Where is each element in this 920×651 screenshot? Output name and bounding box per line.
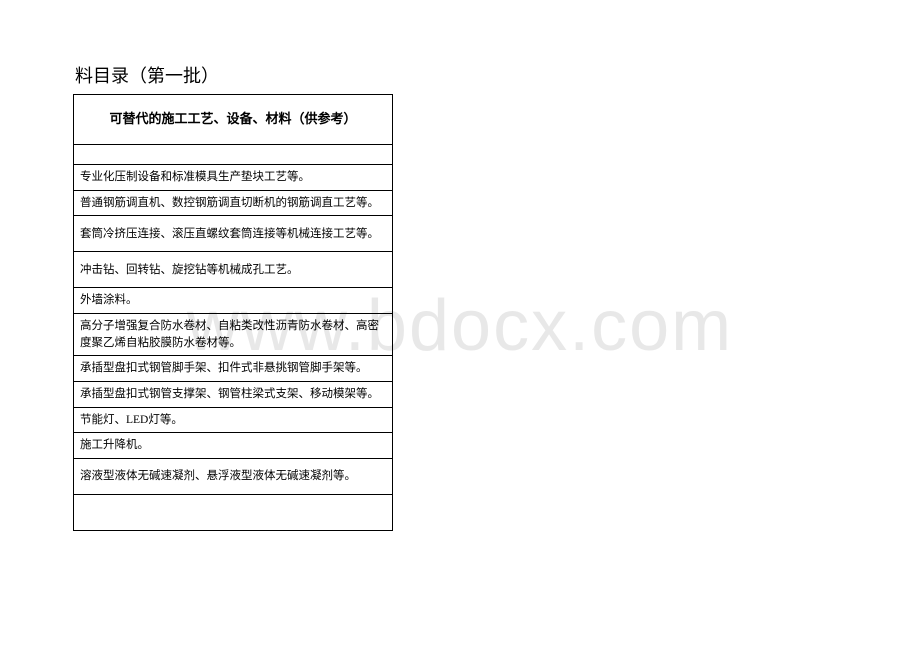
table-row — [74, 495, 393, 531]
table-row: 承插型盘扣式钢管支撑架、钢管柱梁式支架、移动模架等。 — [74, 382, 393, 408]
document-title: 料目录（第一批） — [75, 62, 920, 88]
table-cell: 承插型盘扣式钢管支撑架、钢管柱梁式支架、移动模架等。 — [74, 382, 393, 408]
table-row: 溶液型液体无碱速凝剂、悬浮液型液体无碱速凝剂等。 — [74, 459, 393, 495]
document-content: 料目录（第一批） 可替代的施工工艺、设备、材料（供参考） 专业化压制设备和标准模… — [0, 0, 920, 531]
table-cell: 普通钢筋调直机、数控钢筋调直切断机的钢筋调直工艺等。 — [74, 190, 393, 216]
table-row: 普通钢筋调直机、数控钢筋调直切断机的钢筋调直工艺等。 — [74, 190, 393, 216]
table-row: 节能灯、LED灯等。 — [74, 407, 393, 433]
table-cell — [74, 145, 393, 165]
table-cell: 外墙涂料。 — [74, 288, 393, 314]
table-cell: 专业化压制设备和标准模具生产垫块工艺等。 — [74, 165, 393, 191]
table-header-row: 可替代的施工工艺、设备、材料（供参考） — [74, 95, 393, 145]
table-row: 专业化压制设备和标准模具生产垫块工艺等。 — [74, 165, 393, 191]
table-cell — [74, 495, 393, 531]
table-cell: 冲击钻、回转钻、旋挖钻等机械成孔工艺。 — [74, 252, 393, 288]
table-row: 冲击钻、回转钻、旋挖钻等机械成孔工艺。 — [74, 252, 393, 288]
table-cell: 溶液型液体无碱速凝剂、悬浮液型液体无碱速凝剂等。 — [74, 459, 393, 495]
table-row: 高分子增强复合防水卷材、自粘类改性沥青防水卷材、高密度聚乙烯自粘胶膜防水卷材等。 — [74, 314, 393, 356]
table-row: 施工升降机。 — [74, 433, 393, 459]
table-row: 套筒冷挤压连接、滚压直螺纹套筒连接等机械连接工艺等。 — [74, 216, 393, 252]
table-cell: 高分子增强复合防水卷材、自粘类改性沥青防水卷材、高密度聚乙烯自粘胶膜防水卷材等。 — [74, 314, 393, 356]
table-row: 承插型盘扣式钢管脚手架、扣件式非悬挑钢管脚手架等。 — [74, 356, 393, 382]
table-row: 外墙涂料。 — [74, 288, 393, 314]
table-row — [74, 145, 393, 165]
table-cell: 承插型盘扣式钢管脚手架、扣件式非悬挑钢管脚手架等。 — [74, 356, 393, 382]
materials-table: 可替代的施工工艺、设备、材料（供参考） 专业化压制设备和标准模具生产垫块工艺等。… — [73, 94, 393, 531]
table-cell: 施工升降机。 — [74, 433, 393, 459]
table-cell: 套筒冷挤压连接、滚压直螺纹套筒连接等机械连接工艺等。 — [74, 216, 393, 252]
table-cell: 节能灯、LED灯等。 — [74, 407, 393, 433]
table-header-cell: 可替代的施工工艺、设备、材料（供参考） — [74, 95, 393, 145]
